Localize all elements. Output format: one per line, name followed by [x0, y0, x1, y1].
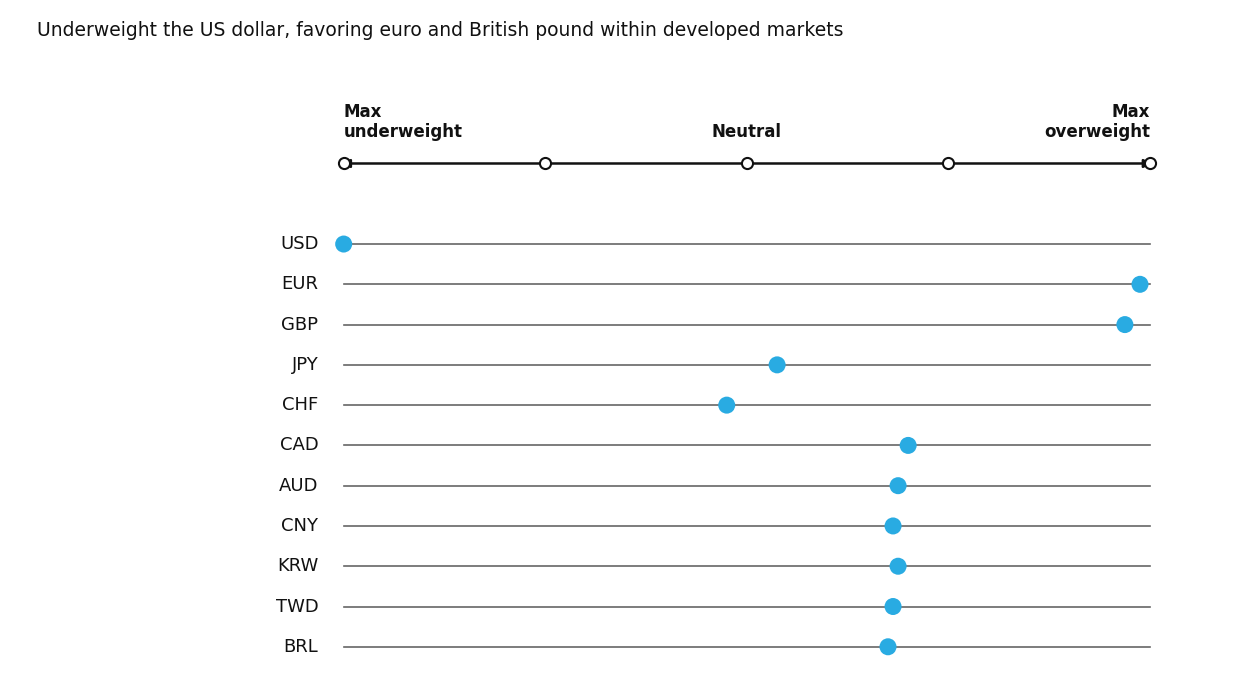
Text: GBP: GBP [282, 316, 318, 334]
Text: Neutral: Neutral [711, 123, 782, 141]
Point [333, 239, 353, 250]
Point [716, 400, 736, 411]
Text: Underweight the US dollar, favoring euro and British pound within developed mark: Underweight the US dollar, favoring euro… [37, 21, 844, 40]
Point [1114, 319, 1134, 330]
Text: USD: USD [280, 235, 318, 253]
Point [889, 480, 909, 491]
Text: CNY: CNY [282, 517, 318, 535]
Text: JPY: JPY [292, 356, 318, 374]
Point [768, 359, 787, 370]
Point [879, 641, 899, 652]
Text: EUR: EUR [282, 275, 318, 293]
Text: Max
overweight: Max overweight [1045, 102, 1151, 141]
Text: KRW: KRW [277, 557, 318, 575]
Point [899, 440, 919, 451]
Text: CHF: CHF [282, 396, 318, 414]
Text: TWD: TWD [276, 598, 318, 615]
Point [1129, 279, 1149, 290]
Point [889, 561, 909, 572]
Text: AUD: AUD [280, 477, 318, 495]
Text: BRL: BRL [283, 638, 318, 656]
Text: Max
underweight: Max underweight [343, 102, 463, 141]
Point [884, 601, 904, 612]
Point [884, 520, 904, 531]
Text: CAD: CAD [280, 436, 318, 454]
